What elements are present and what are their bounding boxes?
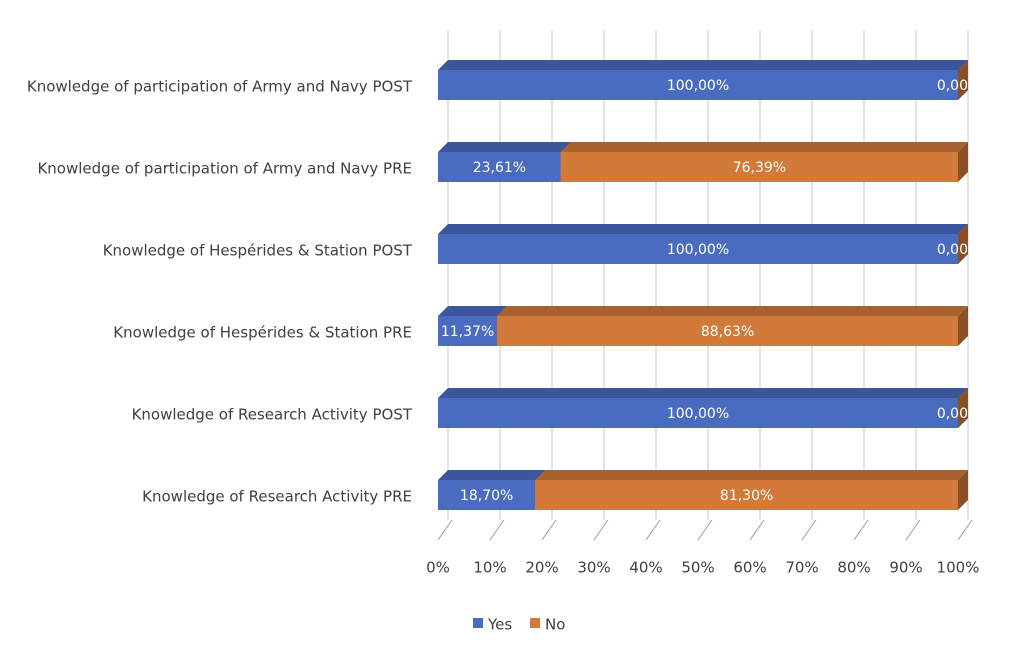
- bar-side: [958, 306, 968, 346]
- floor-line: [593, 519, 609, 541]
- bar-top: [535, 470, 968, 480]
- bar: [560, 152, 958, 182]
- floor-line: [437, 519, 453, 541]
- value-label: 76,39%: [733, 160, 786, 176]
- y-tick-label: Knowledge of Hespérides & Station PRE: [113, 324, 412, 342]
- bar: [438, 316, 498, 346]
- bar-top: [438, 60, 968, 70]
- x-tick-label: 30%: [577, 559, 610, 577]
- bar: [535, 480, 958, 510]
- x-tick-label: 0%: [426, 559, 450, 577]
- bar-top: [560, 142, 968, 152]
- y-tick-label: Knowledge of participation of Army and N…: [37, 160, 412, 178]
- bar: [438, 70, 958, 100]
- y-tick-label: Knowledge of participation of Army and N…: [27, 78, 413, 96]
- bar-side: [958, 388, 968, 428]
- legend-label: No: [545, 616, 565, 634]
- bar-side: [958, 142, 968, 182]
- x-tick-label: 70%: [785, 559, 818, 577]
- bar: [438, 398, 958, 428]
- bar-top: [438, 388, 968, 398]
- bar: [438, 152, 561, 182]
- bar: [497, 316, 958, 346]
- x-tick-label: 20%: [525, 559, 558, 577]
- floor-line: [697, 519, 713, 541]
- bar: [438, 480, 536, 510]
- x-tick-label: 90%: [889, 559, 922, 577]
- floor-line: [645, 519, 661, 541]
- bar-top: [438, 142, 571, 152]
- bar-side: [958, 60, 968, 100]
- value-label: 0,00: [937, 242, 968, 258]
- floor-line: [905, 519, 921, 541]
- value-label: 100,00%: [667, 406, 729, 422]
- x-tick-label: 50%: [681, 559, 714, 577]
- floor-line: [957, 519, 973, 541]
- bar-side: [958, 224, 968, 264]
- floor-line: [853, 519, 869, 541]
- bar-top: [438, 306, 508, 316]
- floor-line: [489, 519, 505, 541]
- x-tick-label: 60%: [733, 559, 766, 577]
- bar-top: [438, 224, 968, 234]
- value-label: 0,00: [937, 78, 968, 94]
- value-label: 100,00%: [667, 242, 729, 258]
- legend-swatch: [473, 618, 483, 628]
- x-tick-label: 80%: [837, 559, 870, 577]
- bar-top: [497, 306, 968, 316]
- x-tick-label: 100%: [937, 559, 980, 577]
- floor-line: [801, 519, 817, 541]
- x-tick-label: 10%: [473, 559, 506, 577]
- value-label: 23,61%: [473, 160, 526, 176]
- floor-line: [749, 519, 765, 541]
- bar: [438, 234, 958, 264]
- y-tick-label: Knowledge of Research Activity POST: [132, 406, 413, 424]
- floor-line: [541, 519, 557, 541]
- bar-top: [438, 470, 546, 480]
- value-label: 88,63%: [701, 324, 754, 340]
- y-tick-label: Knowledge of Research Activity PRE: [142, 488, 412, 506]
- value-label: 100,00%: [667, 78, 729, 94]
- legend-swatch: [530, 618, 540, 628]
- value-label: 0,00: [937, 406, 968, 422]
- legend-label: Yes: [487, 616, 512, 634]
- value-label: 18,70%: [460, 488, 513, 504]
- bar-side: [958, 470, 968, 510]
- x-tick-label: 40%: [629, 559, 662, 577]
- y-tick-label: Knowledge of Hespérides & Station POST: [103, 242, 413, 260]
- value-label: 81,30%: [720, 488, 773, 504]
- value-label: 11,37%: [441, 324, 494, 340]
